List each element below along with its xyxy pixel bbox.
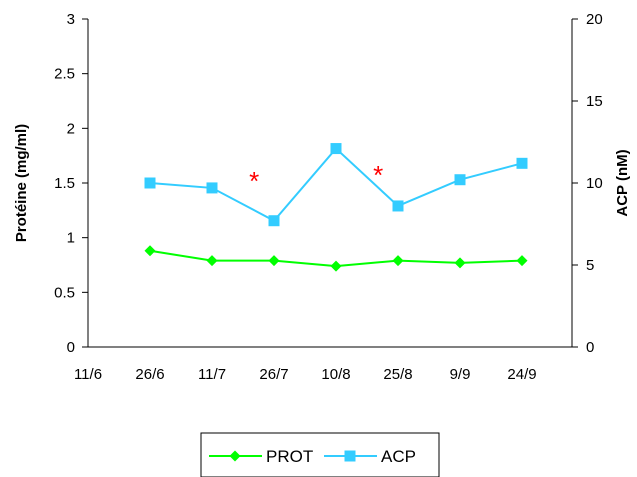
y-left-tick-label: 0.5 bbox=[54, 284, 75, 301]
data-point-acp bbox=[516, 157, 528, 169]
y-axis-right-title: ACP (nM) bbox=[614, 149, 631, 216]
x-tick-label: 26/6 bbox=[135, 366, 164, 383]
chart-annotations: * * bbox=[249, 160, 383, 196]
y-right-tick-label: 5 bbox=[586, 257, 594, 274]
y-left-tick-label: 0 bbox=[67, 339, 75, 356]
significance-asterisk: * bbox=[249, 166, 259, 196]
y-left-tick-label: 2 bbox=[67, 120, 75, 137]
data-point-prot bbox=[516, 255, 528, 267]
y-right-tick-label: 0 bbox=[586, 339, 594, 356]
x-tick-label: 26/7 bbox=[259, 366, 288, 383]
y-axis-left-title: Protéine (mg/ml) bbox=[13, 124, 30, 242]
series-line-acp bbox=[149, 147, 523, 222]
x-tick-label: 24/9 bbox=[507, 366, 536, 383]
legend-label-acp: ACP bbox=[381, 447, 416, 466]
data-point-acp bbox=[268, 215, 280, 227]
data-point-prot bbox=[454, 257, 466, 269]
chart-ticks: 0 0.5 1 1.5 2 2.5 3 0 5 10 15 20 11/6 26/6 11/7 26/7 10/… bbox=[54, 11, 603, 383]
y-right-tick-label: 15 bbox=[586, 93, 603, 110]
data-point-prot bbox=[144, 245, 156, 257]
significance-asterisk: * bbox=[373, 160, 383, 190]
legend: PROT ACP bbox=[200, 432, 440, 477]
y-left-tick-label: 1.5 bbox=[54, 175, 75, 192]
x-tick-label: 11/7 bbox=[198, 366, 226, 383]
legend-marker-prot bbox=[229, 450, 241, 462]
x-tick-label: 11/6 bbox=[74, 366, 102, 383]
legend-label-prot: PROT bbox=[266, 447, 313, 466]
y-left-tick-label: 3 bbox=[67, 11, 75, 28]
x-tick-label: 25/8 bbox=[383, 366, 412, 383]
y-left-tick-label: 1 bbox=[67, 230, 75, 247]
data-point-acp bbox=[454, 174, 466, 186]
data-point-acp bbox=[206, 182, 218, 194]
chart-series bbox=[144, 143, 528, 272]
data-point-prot bbox=[330, 260, 342, 272]
data-point-prot bbox=[392, 255, 404, 267]
y-right-tick-label: 10 bbox=[586, 175, 603, 192]
y-right-tick-label: 20 bbox=[586, 11, 603, 28]
y-left-tick-label: 2.5 bbox=[54, 66, 75, 83]
data-point-acp bbox=[330, 143, 342, 155]
data-point-acp bbox=[144, 177, 156, 189]
x-tick-label: 9/9 bbox=[450, 366, 471, 383]
legend-marker-acp bbox=[344, 450, 356, 462]
x-tick-label: 10/8 bbox=[321, 366, 350, 383]
data-point-prot bbox=[268, 255, 280, 267]
data-point-acp bbox=[392, 200, 404, 212]
data-point-prot bbox=[206, 255, 218, 267]
